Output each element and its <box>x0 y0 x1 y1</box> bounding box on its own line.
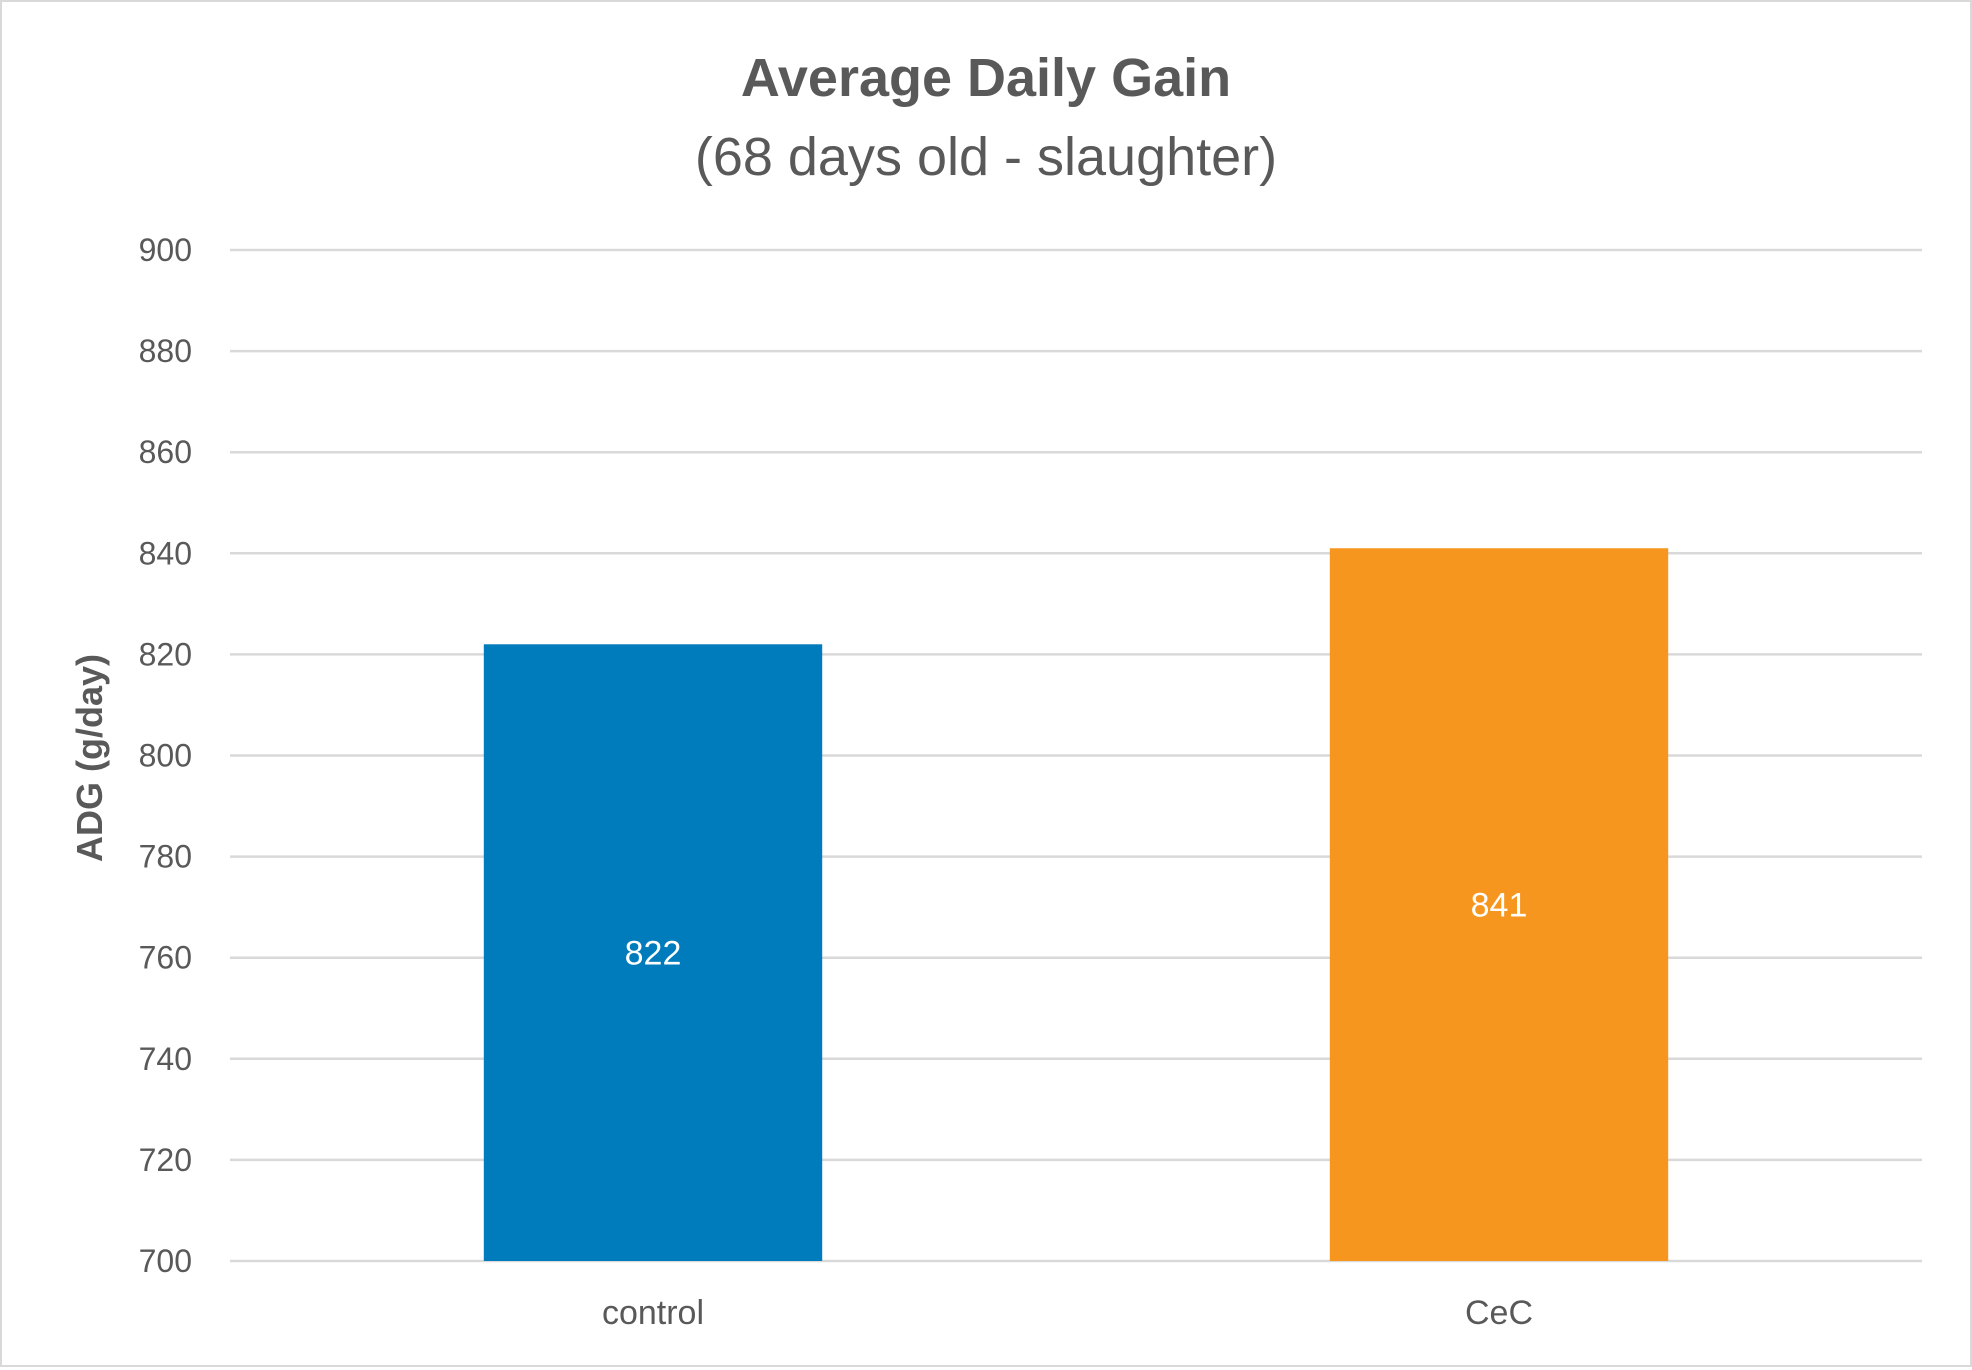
y-tick-label: 800 <box>139 738 192 774</box>
y-tick-label: 860 <box>139 434 192 470</box>
bar-cec <box>1329 548 1669 1261</box>
chart-subtitle: (68 days old - slaughter) <box>695 127 1277 187</box>
y-tick-label: 900 <box>139 232 192 268</box>
y-tick-label: 740 <box>139 1041 192 1077</box>
y-tick-label: 780 <box>139 839 192 875</box>
y-axis-title: ADG (g/day) <box>69 654 110 862</box>
y-tick-label: 760 <box>139 940 192 976</box>
x-category-label: control <box>602 1294 704 1332</box>
y-tick-label: 880 <box>139 333 192 369</box>
y-tick-label: 820 <box>139 636 192 672</box>
bar-control <box>483 644 823 1261</box>
data-label-cec: 841 <box>1471 887 1528 925</box>
y-tick-label: 720 <box>139 1142 192 1178</box>
data-label-control: 822 <box>625 935 682 973</box>
y-axis-ticks: 700 720 740 760 780 800 820 840 860 880 900 <box>139 232 192 1279</box>
x-category-label: CeC <box>1465 1294 1533 1332</box>
data-labels: 822 841 <box>625 887 1528 973</box>
y-tick-label: 840 <box>139 535 192 571</box>
y-tick-label: 700 <box>139 1243 192 1279</box>
chart-title: Average Daily Gain <box>741 48 1231 108</box>
bars <box>483 548 1669 1261</box>
x-axis-categories: control CeC <box>602 1294 1533 1332</box>
